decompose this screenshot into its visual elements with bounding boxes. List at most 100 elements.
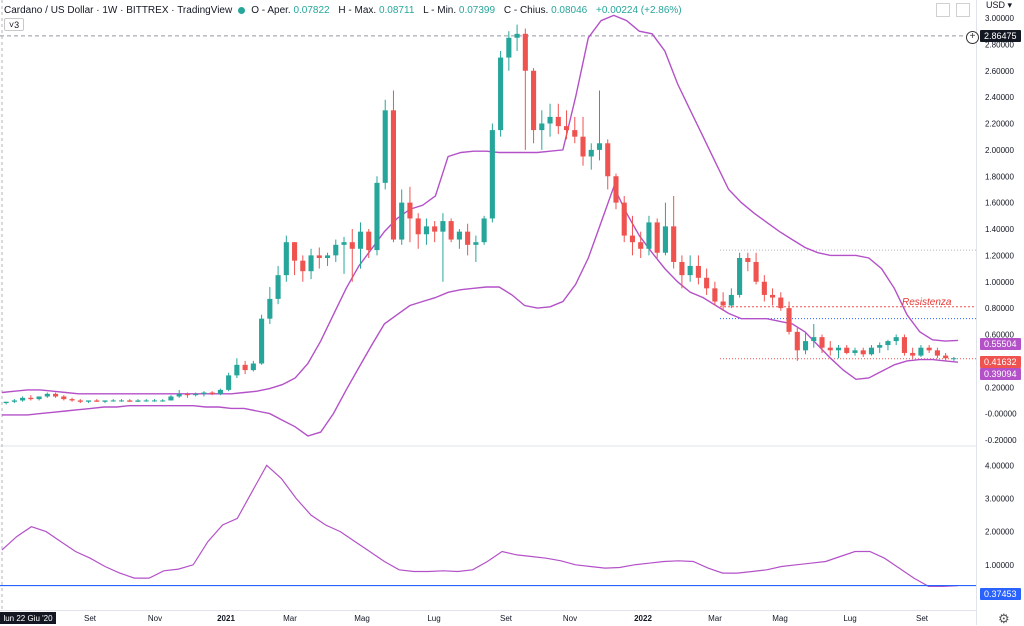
candle-body <box>638 242 644 249</box>
time-tick-label: Lug <box>427 614 440 623</box>
candle-body <box>926 347 932 351</box>
price-tick-label: -0.20000 <box>985 436 1017 445</box>
minimize-pane-button[interactable] <box>936 3 950 17</box>
candle-body <box>811 337 817 342</box>
candle-body <box>572 130 578 137</box>
time-tick-label: Set <box>500 614 513 623</box>
low-value: 0.07399 <box>458 4 496 16</box>
candle <box>596 90 603 161</box>
candle-body <box>588 149 594 157</box>
candle <box>827 341 833 356</box>
candle <box>473 235 479 262</box>
candle <box>226 372 232 392</box>
candle <box>868 345 875 356</box>
candle-body <box>11 400 17 402</box>
candle <box>638 231 644 259</box>
add-alert-icon[interactable]: + <box>966 31 979 44</box>
candle <box>885 339 891 351</box>
candle-body <box>802 341 809 351</box>
candle-body <box>184 393 190 396</box>
candle <box>654 218 660 259</box>
candle-body <box>242 364 248 371</box>
candle-body <box>778 297 784 309</box>
candle <box>687 255 693 282</box>
candle <box>481 215 487 245</box>
candle-body <box>877 345 883 348</box>
time-tick-label: Mag <box>772 614 788 623</box>
candle <box>217 388 223 396</box>
time-tick-label: Lug <box>843 614 856 623</box>
candle-body <box>514 33 520 38</box>
candle-body <box>415 218 421 235</box>
candle-body <box>275 275 281 299</box>
candle-body <box>761 281 767 295</box>
time-tick-label: 2022 <box>634 614 652 623</box>
candle <box>390 90 397 243</box>
price-tick-label: 2.40000 <box>985 93 1014 102</box>
price-tick-label: 2.20000 <box>985 120 1014 129</box>
candle <box>901 334 907 356</box>
candle-body <box>209 392 215 394</box>
candle-body <box>292 242 298 261</box>
candle <box>745 252 751 272</box>
candle <box>794 327 800 361</box>
lower-band-line <box>2 184 959 437</box>
candle-body <box>621 202 627 236</box>
candle-body <box>646 222 652 249</box>
candle-body <box>390 110 397 240</box>
candle-body <box>613 176 619 203</box>
candle <box>761 275 767 302</box>
candle-body <box>893 337 899 342</box>
candle-body <box>506 37 512 58</box>
oscillator-tick-label: 3.00000 <box>985 494 1014 503</box>
candle <box>160 399 166 402</box>
candle <box>69 397 75 402</box>
candle-body <box>671 226 677 262</box>
chart-header: Cardano / US Dollar · 1W · BITTREX · Tra… <box>4 3 688 17</box>
candle <box>399 189 405 245</box>
candle-body <box>176 393 182 397</box>
candle-body <box>481 218 487 243</box>
gear-icon[interactable]: ⚙ <box>998 611 1010 626</box>
candle-body <box>695 265 701 278</box>
candle <box>588 143 594 170</box>
candle <box>127 399 133 402</box>
candle <box>259 314 265 365</box>
oscillator-tick-label: 2.00000 <box>985 528 1014 537</box>
candle <box>621 196 627 243</box>
candle-body <box>399 202 405 240</box>
resistance-annotation[interactable]: Resistenza <box>902 297 952 308</box>
candle <box>770 288 776 306</box>
candle <box>563 110 570 140</box>
candle-body <box>563 126 570 131</box>
candle-body <box>201 392 207 394</box>
candle <box>580 116 586 166</box>
candle <box>852 347 858 356</box>
candle <box>415 213 421 249</box>
candle <box>877 342 883 353</box>
candle-body <box>596 143 603 150</box>
market-status-icon <box>238 6 246 14</box>
oscillator-price-tag: 0.37453 <box>980 588 1021 600</box>
candle <box>893 334 899 346</box>
currency-label[interactable]: USD ▾ <box>986 0 1013 10</box>
candle <box>506 31 512 71</box>
candle <box>143 399 149 402</box>
candle <box>555 103 561 135</box>
candle-body <box>135 400 141 402</box>
candle-body <box>852 350 858 353</box>
indicators-toggle-button[interactable]: ˅ 3 <box>4 18 24 31</box>
chevron-down-icon: ˅ <box>8 19 15 30</box>
candle <box>646 215 652 256</box>
candle-body <box>737 258 743 295</box>
candle-body <box>918 347 924 356</box>
candle-body <box>547 116 553 124</box>
indicator-count: 3 <box>14 19 20 30</box>
maximize-pane-button[interactable] <box>956 3 970 17</box>
date-tag-bg <box>0 612 56 624</box>
candle <box>316 247 322 269</box>
candle <box>811 323 817 348</box>
candle-body <box>69 399 75 401</box>
candle <box>102 400 108 404</box>
